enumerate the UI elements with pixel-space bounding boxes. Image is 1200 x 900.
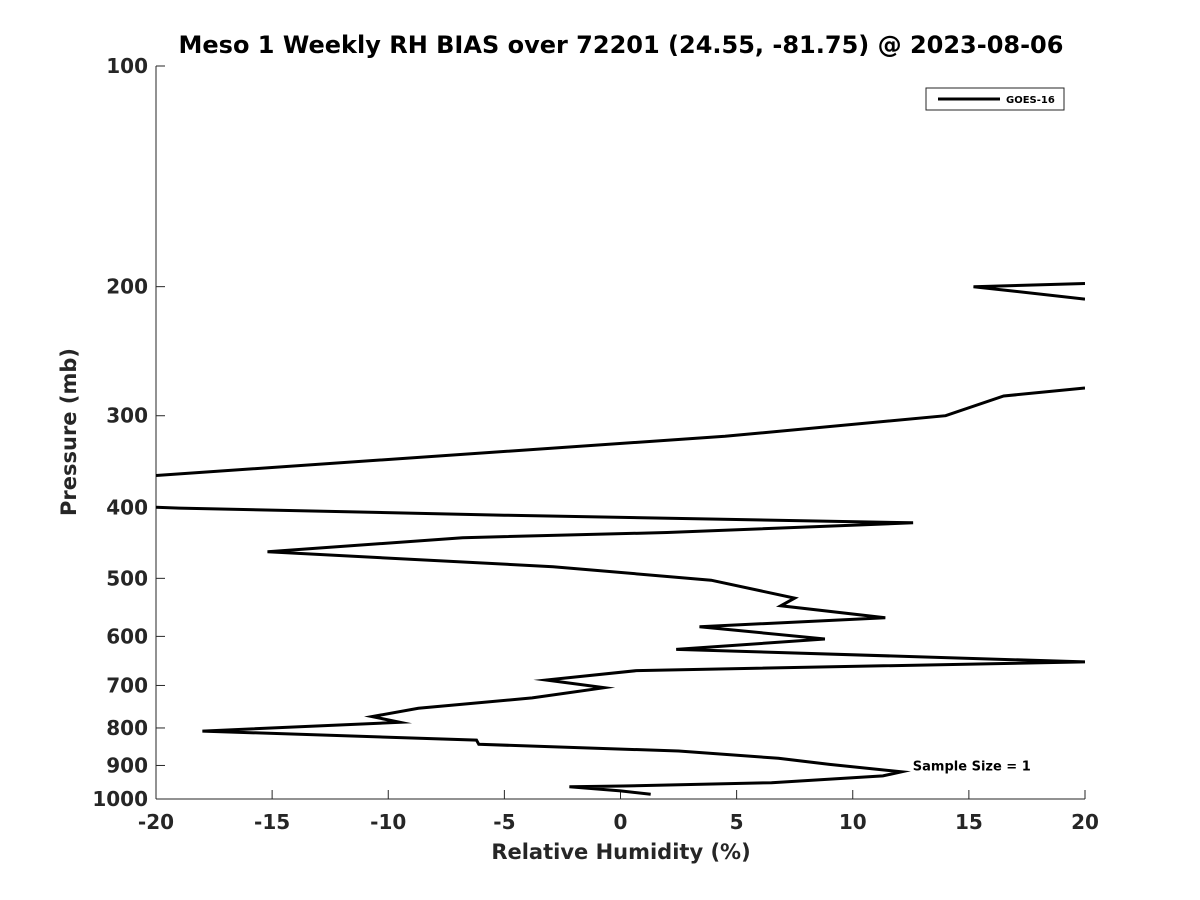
x-tick-label: -5	[493, 810, 515, 834]
series-group	[156, 282, 1085, 796]
y-tick-label: 800	[106, 716, 148, 740]
y-tick-label: 600	[106, 624, 148, 648]
x-tick-label: 10	[839, 810, 867, 834]
sample-size-annotation: Sample Size = 1	[913, 760, 1031, 775]
series-line-goes-16-segment-3	[156, 505, 1085, 796]
y-ticks: 100 200 300 400 500 600 700 800 900 1000	[92, 54, 165, 811]
x-tick-label: -15	[254, 810, 290, 834]
x-tick-label: 5	[730, 810, 744, 834]
y-tick-label: 1000	[92, 787, 148, 811]
x-axis-label: Relative Humidity (%)	[491, 840, 750, 864]
series-line-goes-16-segment-2	[156, 386, 1085, 477]
y-tick-label: 100	[106, 54, 148, 78]
y-axis-label: Pressure (mb)	[57, 348, 81, 516]
x-tick-label: 15	[955, 810, 983, 834]
y-tick-label: 500	[106, 566, 148, 590]
chart-title: Meso 1 Weekly RH BIAS over 72201 (24.55,…	[179, 31, 1064, 59]
y-tick-label: 900	[106, 753, 148, 777]
y-tick-label: 400	[106, 495, 148, 519]
series-line-goes-16-segment-1	[973, 282, 1085, 301]
y-tick-label: 200	[106, 275, 148, 299]
legend-label-goes-16: GOES-16	[1006, 95, 1055, 106]
x-tick-label: 0	[614, 810, 628, 834]
y-tick-label: 300	[106, 404, 148, 428]
legend: GOES-16	[925, 87, 1065, 111]
x-ticks: -20 -15 -10 -5 0 5 10 15 20	[138, 790, 1099, 834]
y-tick-label: 700	[106, 673, 148, 697]
x-tick-label: 20	[1071, 810, 1099, 834]
x-tick-label: -20	[138, 810, 174, 834]
series-layer	[156, 282, 1085, 796]
x-tick-label: -10	[370, 810, 406, 834]
